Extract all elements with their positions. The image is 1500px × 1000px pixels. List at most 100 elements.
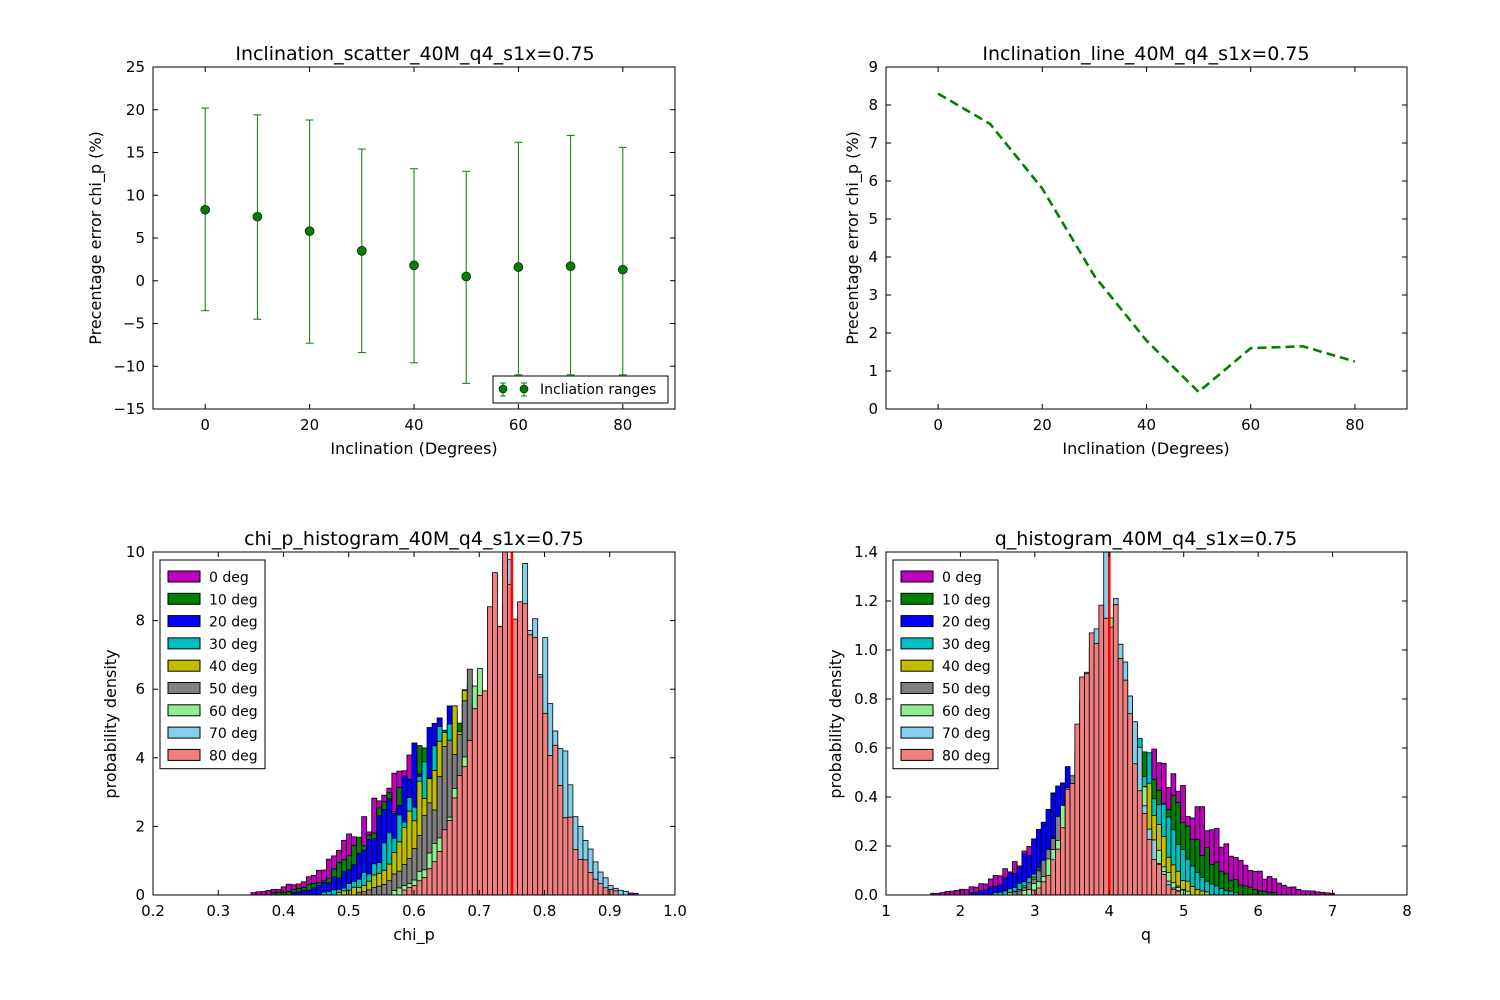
histogram-bar [572, 849, 579, 895]
y-tick-label: 5 [135, 229, 145, 247]
x-tick-label: 80 [1345, 416, 1364, 434]
histogram-bar [1026, 889, 1033, 895]
histogram-bar [577, 859, 584, 895]
x-tick-label: 0.4 [272, 902, 296, 920]
y-tick-label: 15 [126, 144, 145, 162]
histogram-bar [376, 885, 383, 895]
legend-label: 20 deg [209, 615, 258, 631]
histogram-bar [416, 880, 423, 895]
scatter-point [565, 261, 576, 272]
histogram-bar [1060, 827, 1066, 895]
legend-swatch [167, 748, 201, 761]
histogram-bar [954, 890, 960, 895]
legend-swatch [900, 592, 934, 605]
histogram-bar [1141, 813, 1148, 895]
y-tick-label: 10 [126, 186, 145, 204]
histogram-bar [1117, 658, 1124, 895]
legend-label: 60 deg [942, 704, 991, 720]
legend-swatch [167, 659, 201, 672]
legend-swatch [167, 570, 201, 583]
histogram-bar [597, 883, 604, 895]
histogram-bar [502, 552, 508, 895]
histogram-bar [587, 872, 594, 895]
x-tick-label: 0.2 [141, 902, 165, 920]
histogram-bar [1290, 886, 1297, 895]
histogram-bar [1074, 723, 1081, 895]
histogram-bar [527, 634, 534, 895]
histogram-bar [1242, 885, 1249, 895]
histogram-bar [607, 889, 614, 895]
y-tick-label: 8 [135, 612, 145, 630]
histogram-bar [978, 890, 984, 895]
scatter-y-axis-label: Precentage error chi_p (%) [86, 131, 106, 345]
histogram-bar [537, 676, 544, 895]
histogram-bar [1103, 617, 1109, 895]
histogram-bar [1069, 783, 1076, 895]
histogram-bar [1122, 679, 1129, 895]
histogram-bar [1295, 889, 1302, 895]
histogram-bar [492, 572, 498, 895]
scatter-point [356, 246, 367, 256]
scatter-x-axis-label: Inclination (Degrees) [330, 439, 497, 458]
histogram-bar [1045, 875, 1052, 895]
x-tick-label: 60 [1241, 416, 1260, 434]
legend-swatch [900, 682, 934, 694]
histogram-bar [300, 889, 307, 895]
histogram-bar [1036, 887, 1042, 895]
q-histogram-panel: q_histogram_40M_q4_s1x=0.75 1 2 3 4 5 6 7 8 0.0 0… [826, 528, 1412, 944]
legend-label: 0 deg [942, 570, 982, 586]
legend-swatch [900, 570, 934, 583]
x-tick-label: 80 [613, 416, 632, 434]
legend-swatch [900, 704, 934, 717]
histogram-bar [562, 817, 569, 895]
histogram-bar [1271, 892, 1278, 895]
x-tick-label: 0.8 [533, 902, 557, 920]
legend-swatch [167, 726, 201, 739]
legend-label: 80 deg [209, 748, 258, 764]
histogram-bar [331, 889, 337, 895]
histogram-bar [1329, 892, 1335, 895]
histogram-bar [1079, 676, 1085, 895]
histogram-bar [522, 603, 529, 895]
legend-label: 10 deg [209, 592, 258, 608]
histogram-bar [381, 883, 388, 895]
legend-label: 50 deg [942, 682, 991, 698]
x-tick-label: 4 [1105, 902, 1115, 920]
q-histogram-plot-content [930, 552, 1335, 895]
x-tick-label: 1 [881, 902, 891, 920]
histogram-bar [949, 890, 956, 895]
histogram-bar [1151, 859, 1157, 895]
histogram-bar [1175, 890, 1182, 895]
scatter-ticks: 0 20 40 60 80 −15 −10 −5 0 5 10 15 20 25 [113, 58, 675, 434]
histogram-bar [386, 880, 393, 895]
histogram-bar [1112, 604, 1119, 895]
histogram-bar [406, 886, 413, 895]
q-histogram-y-axis-label: probability density [826, 649, 845, 798]
y-tick-label: 10 [126, 543, 145, 561]
histogram-bar [612, 890, 619, 895]
x-tick-label: 0.3 [206, 902, 230, 920]
histogram-bar [1127, 713, 1133, 895]
histogram-bar [1305, 890, 1311, 895]
histogram-bar [517, 601, 524, 895]
legend-swatch [900, 637, 934, 650]
q-histogram-ticks: 1 2 3 4 5 6 7 8 0.0 0.2 0.4 0.6 0.8 1.0 1.2 1.4 [854, 543, 1412, 920]
histogram-bar [426, 868, 433, 895]
scatter-point [513, 262, 524, 272]
line-panel: Inclination_line_40M_q4_s1x=0.75 0 20 40 60… [843, 43, 1408, 458]
histogram-bar [1199, 890, 1206, 895]
y-tick-label: 9 [868, 58, 878, 76]
histogram-bar [1194, 889, 1201, 895]
y-tick-label: 1.0 [854, 641, 878, 659]
y-tick-label: 2 [135, 817, 145, 835]
y-tick-label: 1 [868, 362, 878, 380]
y-tick-label: 2 [868, 324, 878, 342]
histogram-bar [1237, 884, 1244, 895]
y-tick-label: 1.2 [854, 592, 878, 610]
legend-label: 70 deg [942, 726, 991, 742]
y-tick-label: 8 [868, 96, 878, 114]
histogram-bar [532, 637, 539, 895]
scatter-point [409, 260, 419, 271]
histogram-bar [1146, 838, 1153, 895]
legend-swatch [900, 615, 934, 628]
